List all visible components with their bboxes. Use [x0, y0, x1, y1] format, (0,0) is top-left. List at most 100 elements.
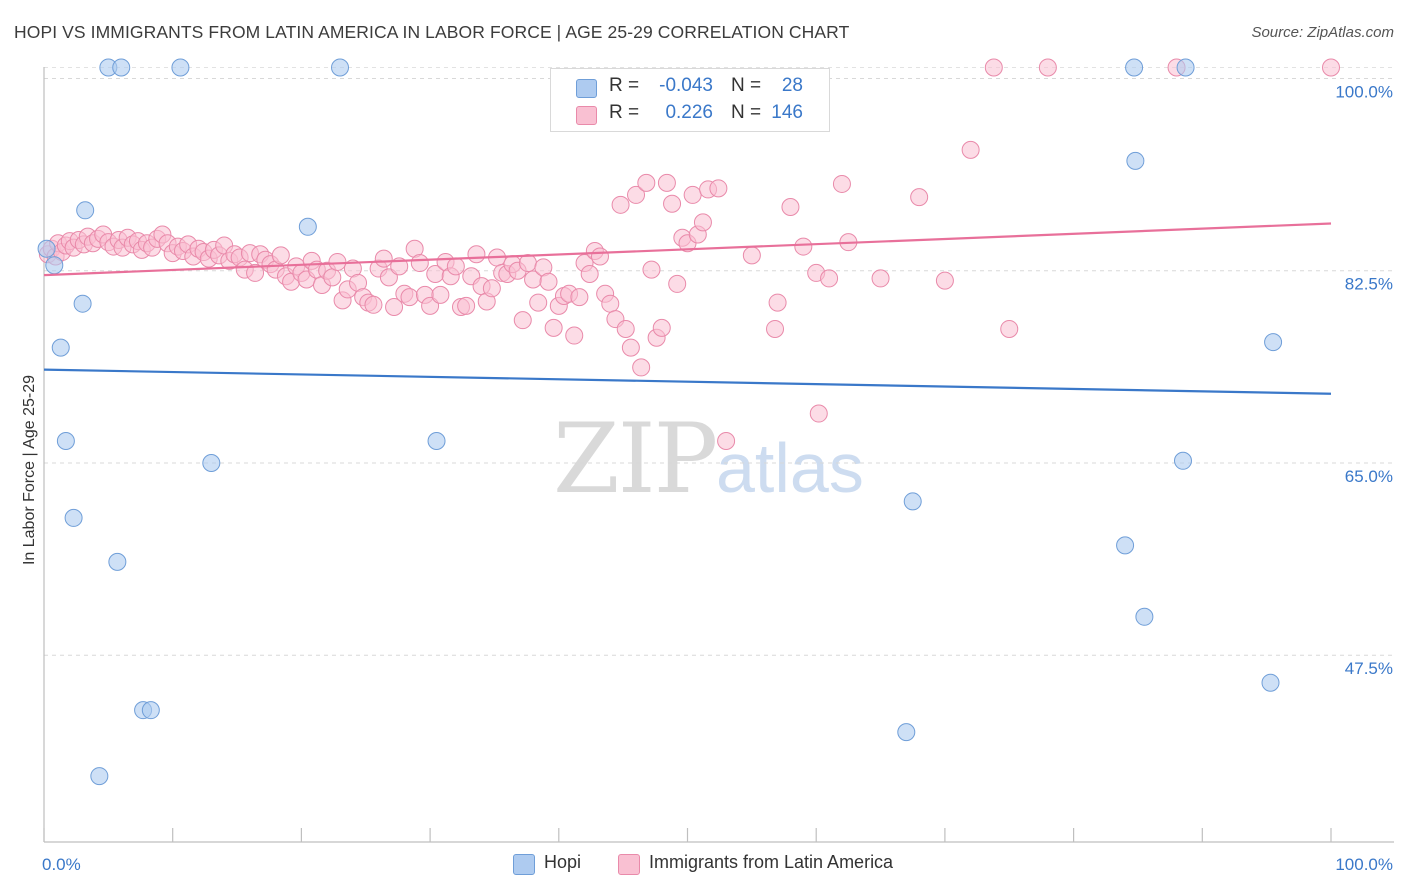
legend-n-label: N =: [731, 102, 762, 123]
hopi-point: [45, 256, 64, 275]
latin-point: [693, 213, 712, 232]
latin-point: [961, 140, 980, 159]
latin-point: [935, 271, 954, 290]
hopi-point: [1116, 536, 1135, 555]
hopi-point: [1135, 607, 1154, 626]
latin-point: [709, 179, 728, 198]
latin-point: [580, 265, 599, 284]
latin-point: [529, 293, 548, 312]
x-tick-label: 0.0%: [42, 855, 81, 874]
latin-point: [910, 188, 929, 207]
latin-point: [627, 185, 646, 204]
latin-point: [809, 404, 828, 423]
latin-point: [601, 294, 620, 313]
latin-point: [663, 194, 682, 213]
latin-point: [637, 173, 656, 192]
legend-r-value: -0.043: [659, 75, 713, 96]
hopi-point: [298, 217, 317, 236]
hopi-point: [202, 453, 221, 472]
latin-point: [781, 198, 800, 217]
latin-point: [1038, 58, 1057, 77]
legend-r-value: 0.226: [665, 102, 713, 123]
latin-point: [323, 268, 342, 287]
hopi-point: [108, 552, 127, 571]
latin-point: [1322, 58, 1340, 77]
legend-n-value: 146: [771, 102, 803, 123]
latin-point: [832, 174, 851, 193]
latin-legend-swatch: [618, 854, 640, 875]
latin-point: [768, 293, 787, 312]
trend-lines: [43, 222, 1332, 395]
hopi-point: [171, 58, 190, 77]
latin-point: [642, 260, 661, 279]
y-axis-label: In Labor Force | Age 25-29: [21, 374, 38, 566]
latin-point: [271, 246, 290, 265]
latin-point: [657, 173, 676, 192]
hopi-points: [37, 58, 1283, 786]
y-tick-label: 65.0%: [1345, 467, 1393, 486]
hopi-point: [1264, 333, 1283, 352]
legend-n-label: N =: [731, 75, 762, 96]
hopi-legend-swatch: [513, 854, 535, 875]
latin-point: [871, 269, 890, 288]
latin-point: [246, 263, 265, 282]
latin-point: [374, 249, 393, 268]
latin-point: [410, 254, 429, 273]
latin-point: [421, 296, 440, 315]
correlation-legend: R = -0.043 N = 28 R = 0.226 N = 146: [550, 68, 830, 132]
latin-point: [766, 319, 785, 338]
source-label: Source: ZipAtlas.com: [1251, 24, 1394, 41]
latin-point: [683, 185, 702, 204]
latin-point: [385, 297, 404, 316]
hopi-point: [1125, 58, 1144, 77]
latin-point: [539, 272, 558, 291]
latin-legend-label: Immigrants from Latin America: [649, 852, 894, 872]
hopi-legend-label: Hopi: [544, 852, 582, 872]
latin-point: [328, 252, 347, 271]
hopi-point: [903, 492, 922, 511]
hopi-point: [51, 338, 70, 357]
latin-point: [570, 288, 589, 307]
latin-point: [431, 285, 450, 304]
latin-point: [467, 245, 486, 264]
latin-point: [616, 319, 635, 338]
latin-point: [457, 296, 476, 315]
hopi-point: [37, 239, 56, 258]
latin-point: [742, 246, 761, 265]
hopi-point: [427, 432, 446, 451]
hopi-point: [897, 723, 916, 742]
latin-point: [379, 268, 398, 287]
legend-r-label: R =: [609, 102, 640, 123]
latin-point: [518, 254, 537, 273]
y-tick-label: 82.5%: [1345, 275, 1393, 294]
latin-point: [984, 58, 1003, 77]
hopi-point: [64, 508, 83, 527]
latin-point: [513, 311, 532, 330]
y-tick-label: 47.5%: [1345, 659, 1393, 678]
hopi-point: [331, 58, 350, 77]
hopi-point: [1261, 673, 1280, 692]
hopi-point: [76, 201, 95, 220]
x-tick-label: 100.0%: [1335, 855, 1393, 874]
tick-labels: 47.5% 65.0% 82.5% 100.0% 0.0% 100.0%: [42, 82, 1393, 874]
legend-n-value: 28: [781, 75, 803, 96]
latin-point: [364, 295, 383, 314]
hopi-point: [1176, 58, 1195, 77]
latin-swatch: [576, 106, 597, 125]
latin-point: [565, 326, 584, 345]
y-tick-label: 100.0%: [1335, 82, 1393, 101]
latin-point: [611, 195, 630, 214]
hopi-trend-line: [43, 368, 1332, 395]
hopi-point: [1173, 451, 1192, 470]
latin-point: [632, 358, 651, 377]
latin-point: [820, 269, 839, 288]
grid-lines: [44, 66, 1394, 656]
hopi-swatch: [576, 79, 597, 98]
latin-point: [652, 318, 671, 337]
latin-point: [717, 432, 736, 451]
hopi-point: [90, 767, 109, 786]
latin-point: [590, 247, 609, 266]
latin-point: [400, 288, 419, 307]
watermark-atlas: atlas: [716, 429, 864, 507]
